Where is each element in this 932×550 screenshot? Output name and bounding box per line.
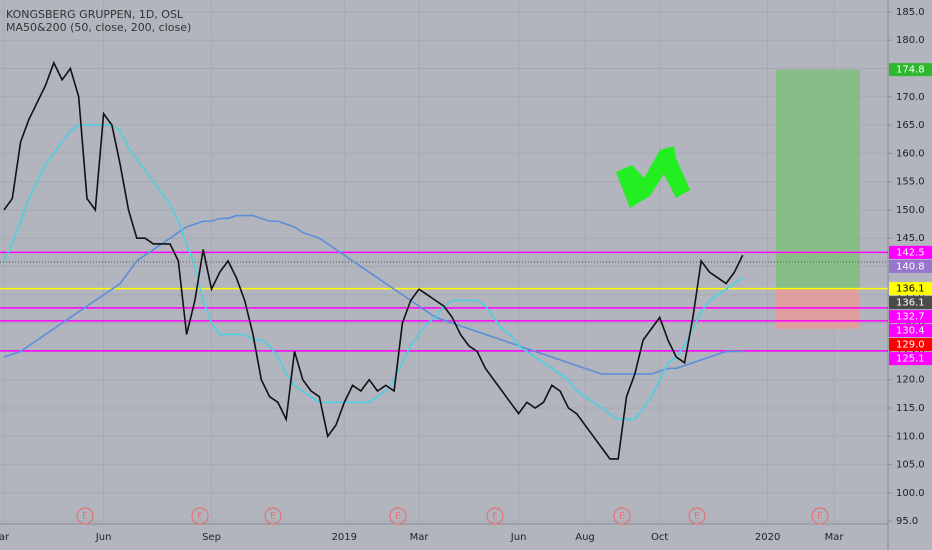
x-tick-label: Jun [510,532,527,543]
earnings-marker [688,507,706,525]
y-tick-label: 120.0 [896,375,925,386]
earnings-label: E [492,512,498,522]
y-tick-label: 155.0 [896,177,925,188]
earnings-label: E [82,512,88,522]
earnings-marker [389,507,407,525]
earnings-marker [191,507,209,525]
series-line [3,124,744,421]
x-tick-label: Sep [202,532,221,543]
price-badge-label: 142.5 [896,247,925,258]
earnings-marker [486,507,504,525]
y-tick-label: 125.0 [896,346,925,357]
profit-zone [776,69,860,289]
y-tick-label: 185.0 [896,7,925,18]
price-badge-label: 140.8 [896,261,925,272]
price-badge-label: 136.1 [896,298,925,309]
earnings-label: E [817,512,823,522]
earnings-marker [613,507,631,525]
y-tick-label: 180.0 [896,35,925,46]
x-tick-label: 2020 [755,532,780,543]
price-badge-label: 130.4 [896,326,925,337]
price-badge-label: 136.1 [896,284,925,295]
x-tick-label: Jun [95,532,112,543]
price-badge-label: 174.8 [896,65,925,76]
price-badge [889,63,932,77]
earnings-label: E [270,512,276,522]
earnings-label: E [395,512,401,522]
x-tick-label: Mar [410,532,430,543]
price-badge [889,352,932,366]
y-tick-label: 95.0 [896,516,918,527]
y-tick-label: 150.0 [896,205,925,216]
price-badge-label: 132.7 [896,312,925,323]
price-badge [889,282,932,296]
price-badge [889,310,932,324]
symbol-title: KONGSBERG GRUPPEN, 1D, OSL [6,8,184,21]
y-tick-label: 110.0 [896,431,925,442]
y-tick-label: 115.0 [896,403,925,414]
indicator-label: MA50&200 (50, close, 200, close) [6,21,191,34]
price-badge [889,324,932,338]
y-tick-label: 135.0 [896,290,925,301]
y-tick-label: 165.0 [896,120,925,131]
earnings-marker [76,507,94,525]
price-badge-label: 129.0 [896,340,925,351]
arrow [616,146,690,208]
y-tick-label: 160.0 [896,148,925,159]
x-tick-label: ar [0,532,10,543]
price-badge [889,259,932,273]
earnings-marker [811,507,829,525]
price-badge [889,338,932,352]
earnings-marker [264,507,282,525]
loss-zone [776,288,860,329]
x-tick-label: Mar [825,532,845,543]
x-tick-label: Aug [575,532,595,543]
x-tick-label: Oct [651,532,668,543]
price-badge [889,245,932,259]
y-tick-label: 145.0 [896,233,925,244]
plot-area [0,0,888,524]
series-line [3,60,744,460]
y-tick-label: 130.0 [896,318,925,329]
x-tick-label: 2019 [332,532,357,543]
series-line [3,214,743,375]
y-tick-label: 100.0 [896,488,925,499]
earnings-label: E [694,512,700,522]
y-tick-label: 170.0 [896,92,925,103]
earnings-label: E [197,512,203,522]
price-badge [889,296,932,310]
earnings-label: E [619,512,625,522]
price-badge-label: 125.1 [896,354,925,365]
y-tick-label: 105.0 [896,460,925,471]
